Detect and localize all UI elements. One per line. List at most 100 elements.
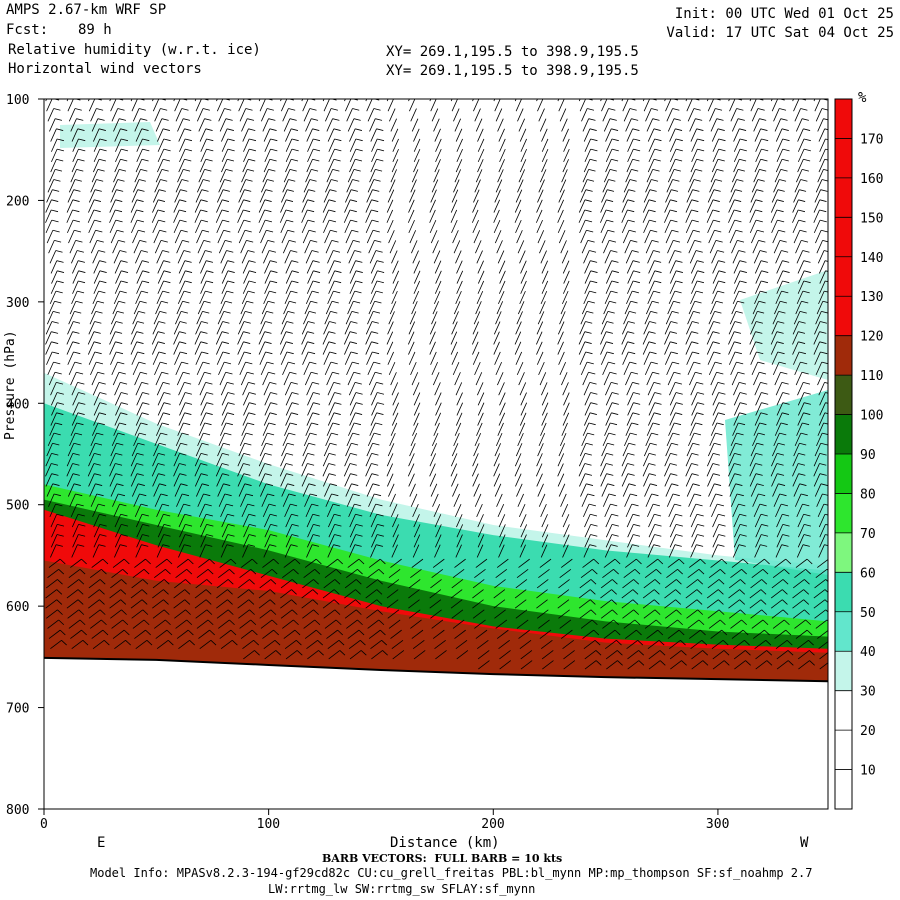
- wind-barb: [345, 230, 353, 244]
- wind-barb: [243, 650, 255, 660]
- wind-barb-flag: [207, 568, 214, 575]
- wind-barb: [67, 189, 75, 203]
- wind-barb-flag: [734, 351, 742, 355]
- wind-barb: [454, 422, 462, 436]
- wind-barb-flag: [702, 650, 709, 656]
- wind-barb: [796, 503, 803, 518]
- wind-barb: [774, 422, 782, 436]
- colorbar-swatch: [835, 454, 852, 494]
- wind-barb: [197, 493, 204, 507]
- wind-barb: [711, 250, 718, 264]
- wind-barb-flag: [630, 240, 638, 243]
- wind-barb-flag: [137, 189, 145, 192]
- wind-barb: [195, 99, 202, 112]
- wind-barb-flag: [350, 453, 358, 456]
- wind-barb-flag: [99, 138, 107, 142]
- wind-barb: [707, 443, 715, 457]
- wind-barb-flag: [633, 534, 641, 537]
- wind-barb: [538, 361, 545, 376]
- wind-barb: [45, 209, 52, 223]
- wind-barb: [344, 321, 352, 335]
- wind-barb-flag: [222, 351, 230, 355]
- wind-barb-flag: [693, 108, 701, 111]
- wind-barb-flag: [721, 558, 728, 565]
- wind-barb: [219, 169, 227, 183]
- wind-barb: [474, 619, 486, 629]
- wind-barb: [410, 361, 417, 376]
- wind-barb: [770, 199, 778, 213]
- wind-barb: [496, 493, 503, 507]
- wind-barb-flag: [584, 199, 592, 202]
- wind-barb: [135, 128, 143, 142]
- wind-barb: [493, 331, 500, 345]
- wind-barb: [92, 544, 100, 558]
- wind-barb-flag: [330, 361, 338, 365]
- wind-barb: [283, 301, 290, 315]
- wind-barb-flag: [354, 544, 362, 547]
- wind-barb-flag: [734, 88, 741, 90]
- wind-barb: [622, 609, 634, 619]
- wind-barb-flag: [804, 579, 810, 585]
- wind-barb-flag: [653, 544, 661, 547]
- wind-barb-flag: [734, 321, 742, 324]
- wind-barb-flag: [697, 138, 705, 142]
- wind-barb: [88, 599, 100, 609]
- wind-barb: [200, 524, 207, 538]
- wind-barb-flag: [57, 609, 63, 615]
- wind-barb: [536, 331, 543, 345]
- wind-barb: [475, 629, 488, 639]
- wind-barb-flag: [54, 300, 62, 304]
- wind-barb-flag: [54, 240, 62, 243]
- terrain-fill: [44, 657, 828, 809]
- wind-barb-flag: [55, 503, 63, 507]
- wind-barb-flag: [759, 118, 767, 121]
- wind-barb: [132, 108, 140, 122]
- wind-barb: [328, 524, 335, 538]
- wind-barb: [670, 270, 677, 284]
- wind-barb: [113, 290, 121, 305]
- wind-barb: [648, 514, 655, 528]
- wind-barb: [819, 392, 826, 406]
- wind-barb: [541, 138, 549, 152]
- wind-barb: [302, 609, 314, 619]
- wind-barb-flag: [270, 280, 278, 284]
- wind-barb-flag: [226, 503, 234, 507]
- wind-barb: [562, 280, 570, 294]
- wind-barb-flag: [376, 589, 383, 595]
- wind-barb: [751, 108, 759, 122]
- wind-barb: [728, 579, 741, 589]
- wind-barb: [411, 301, 418, 315]
- wind-barb: [813, 199, 821, 213]
- wind-barb-flag: [142, 534, 150, 537]
- wind-barb: [176, 240, 183, 254]
- wind-barb-flag: [606, 321, 614, 324]
- wind-barb-flag: [681, 650, 687, 656]
- wind-barb: [71, 290, 78, 305]
- wind-barb: [152, 189, 160, 203]
- wind-barb-flag: [380, 629, 386, 636]
- wind-barb: [242, 514, 250, 528]
- wind-barb: [410, 493, 418, 507]
- wind-barb: [771, 189, 779, 203]
- wind-barb-flag: [137, 88, 144, 90]
- wind-barb: [176, 558, 189, 568]
- wind-barb: [392, 148, 399, 163]
- wind-barb: [665, 443, 672, 457]
- wind-barb: [627, 270, 634, 284]
- wind-barb: [327, 382, 335, 396]
- wind-barb: [817, 503, 825, 518]
- wind-barb-flag: [819, 199, 827, 202]
- wind-barb-flag: [378, 619, 385, 626]
- wind-barb: [819, 148, 826, 163]
- wind-barb: [370, 544, 377, 558]
- wind-barb-flag: [53, 108, 61, 111]
- wind-barb-flag: [286, 321, 294, 324]
- wind-barb-flag: [120, 260, 128, 263]
- x-right-label: W: [800, 835, 809, 851]
- wind-barb: [434, 412, 442, 426]
- wind-barb: [516, 230, 523, 244]
- y-tick-label: 600: [6, 600, 29, 615]
- wind-barb: [365, 209, 372, 223]
- wind-barb-flag: [716, 169, 724, 172]
- wind-barb: [366, 443, 373, 457]
